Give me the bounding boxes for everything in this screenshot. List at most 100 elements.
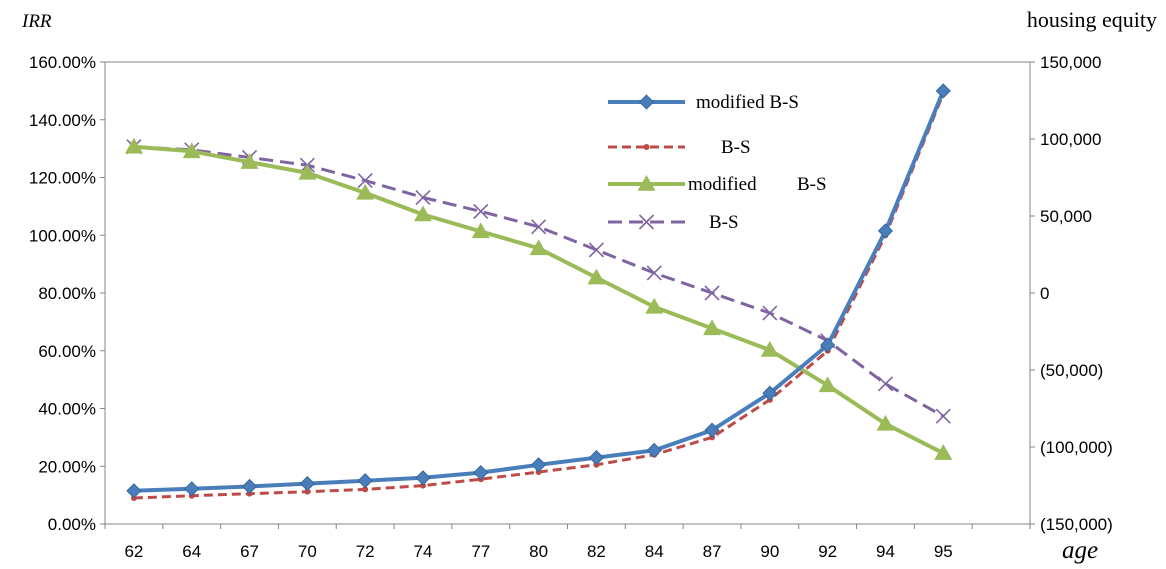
x-tick-label: 80 xyxy=(529,542,548,561)
data-point xyxy=(818,376,837,393)
data-point xyxy=(415,189,431,206)
legend-entry-2: modified B-S xyxy=(608,174,827,195)
x-tick-label: 95 xyxy=(934,542,953,561)
right-tick-label: (50,000) xyxy=(1040,361,1103,380)
legend-label: modified B-S xyxy=(696,92,799,113)
x-tick-label: 90 xyxy=(760,542,779,561)
data-point xyxy=(703,319,722,336)
x-tick-label: 74 xyxy=(414,542,433,561)
data-point xyxy=(362,486,369,493)
data-point xyxy=(588,242,604,258)
data-point xyxy=(356,183,375,200)
left-tick-label: 160.00% xyxy=(29,53,96,72)
x-tick-label: 72 xyxy=(356,542,375,561)
x-tick-label: 84 xyxy=(645,542,664,561)
data-point xyxy=(762,305,778,321)
data-point xyxy=(935,83,951,99)
plot-area-frame xyxy=(104,61,1031,525)
x-tick-label: 92 xyxy=(818,542,837,561)
left-tick-label: 80.00% xyxy=(38,284,96,303)
data-point xyxy=(184,481,200,497)
legend-swatch-marker xyxy=(643,144,650,150)
data-point xyxy=(182,142,201,159)
x-tick-label: 70 xyxy=(298,542,317,561)
left-tick-label: 140.00% xyxy=(29,111,96,130)
x-tick-label: 77 xyxy=(471,542,490,561)
data-point xyxy=(124,137,143,154)
left-axis-ticks: 0.00% 20.00% 40.00% 60.00% 80.00% 100.00% 120.… xyxy=(29,53,105,534)
right-tick-label: 50,000 xyxy=(1040,207,1092,226)
right-axis-ticks: (150,000) (100,000) (50,000) 0 50,000 100,000… xyxy=(1030,53,1113,534)
x-tick-label: 82 xyxy=(587,542,606,561)
series-layer xyxy=(124,83,953,502)
data-point xyxy=(588,450,604,466)
data-point xyxy=(704,285,720,301)
data-point xyxy=(473,203,489,219)
series-line xyxy=(133,93,945,500)
data-point xyxy=(531,457,547,473)
left-tick-label: 60.00% xyxy=(38,342,96,361)
series-2 xyxy=(124,137,953,460)
legend-entry-1: B-S xyxy=(608,137,751,158)
left-tick-label: 20.00% xyxy=(38,457,96,476)
data-point xyxy=(760,340,779,357)
data-point xyxy=(587,268,606,285)
data-point xyxy=(531,219,547,235)
legend-label: B-S xyxy=(709,212,739,233)
right-tick-label: (150,000) xyxy=(1040,515,1113,534)
data-point xyxy=(877,223,894,239)
right-tick-label: 150,000 xyxy=(1040,53,1101,72)
x-axis-ticks: 62 64 67 70 72 74 77 80 82 84 87 90 92 94 95 xyxy=(104,524,1031,561)
data-point xyxy=(820,337,836,353)
x-tick-label: 87 xyxy=(703,542,722,561)
data-point xyxy=(471,222,490,239)
data-point xyxy=(304,488,311,495)
series-1 xyxy=(130,90,947,502)
data-point xyxy=(240,153,259,169)
x-tick-label: 94 xyxy=(876,542,895,561)
left-tick-label: 40.00% xyxy=(38,400,96,419)
data-point xyxy=(473,465,489,481)
series-0 xyxy=(126,83,951,499)
data-point xyxy=(241,478,258,495)
legend-label: modified xyxy=(688,174,757,195)
data-point xyxy=(413,205,432,222)
data-point xyxy=(876,414,895,431)
data-point xyxy=(415,470,431,486)
right-tick-label: 100,000 xyxy=(1040,130,1101,149)
legend-swatch-marker xyxy=(637,175,656,191)
data-point xyxy=(299,476,315,492)
data-point xyxy=(934,444,953,460)
data-point xyxy=(357,473,373,489)
data-point xyxy=(529,239,548,256)
data-point xyxy=(126,483,142,499)
legend-swatch-marker xyxy=(638,214,655,230)
data-point xyxy=(646,265,662,281)
data-point xyxy=(935,408,951,424)
data-point xyxy=(762,385,778,401)
data-point xyxy=(357,173,373,189)
data-point xyxy=(645,297,664,314)
x-tick-label: 62 xyxy=(124,542,143,561)
legend-swatch-marker xyxy=(638,94,655,110)
data-point xyxy=(646,442,662,458)
right-tick-label: 0 xyxy=(1040,284,1049,303)
data-point xyxy=(704,422,720,438)
left-tick-label: 0.00% xyxy=(48,515,96,534)
left-tick-label: 100.00% xyxy=(29,226,96,245)
legend-label: B-S xyxy=(721,137,751,158)
data-point xyxy=(419,482,426,489)
legend-entry-0: modified B-S xyxy=(608,92,799,113)
x-tick-label: 67 xyxy=(240,542,259,561)
series-line xyxy=(133,145,945,418)
data-point xyxy=(877,376,894,392)
data-point xyxy=(298,163,317,180)
left-tick-label: 120.00% xyxy=(29,169,96,188)
x-axis-label: age xyxy=(1062,537,1098,564)
legend-label-suffix: B-S xyxy=(797,174,827,195)
legend-entry-3: B-S xyxy=(608,212,739,233)
left-axis-label: IRR xyxy=(21,11,52,32)
x-tick-label: 64 xyxy=(182,542,201,561)
